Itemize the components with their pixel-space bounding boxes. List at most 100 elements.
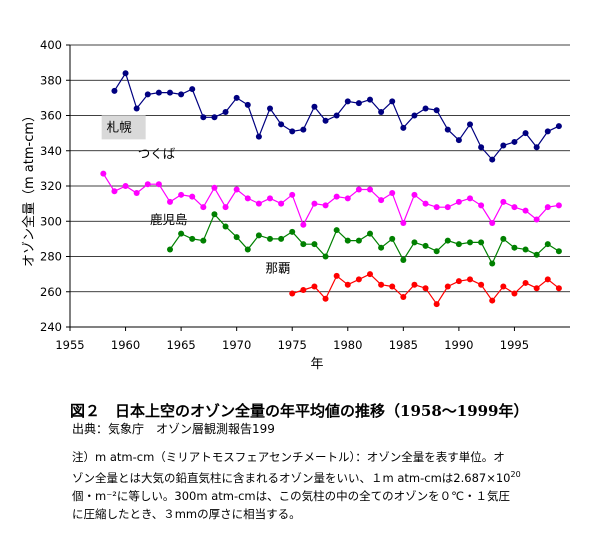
- data-point-1-1975: [289, 191, 296, 198]
- data-point-2-1968: [211, 211, 218, 218]
- data-point-0-1962: [144, 91, 151, 98]
- data-point-1-1995: [511, 204, 518, 211]
- y-tick-label-340: 340: [40, 144, 62, 158]
- data-point-2-1991: [467, 239, 473, 246]
- x-tick-labels: 1955 1960 1965 1970 1975 1980 1985 1990 1995: [55, 338, 529, 352]
- data-point-1-1994: [500, 198, 507, 205]
- data-point-0-1984: [389, 98, 396, 105]
- data-point-0-1998: [544, 128, 551, 135]
- data-point-1-1996: [522, 207, 529, 214]
- data-point-3-1991: [467, 276, 473, 283]
- data-point-1-1963: [155, 181, 162, 188]
- y-tick-label-260: 260: [40, 285, 62, 299]
- data-point-2-1969: [222, 223, 229, 230]
- x-tick-label-1965: 1965: [166, 338, 195, 352]
- data-point-2-1981: [355, 237, 362, 244]
- y-tick-label-380: 380: [40, 73, 62, 87]
- data-point-0-1975: [289, 128, 296, 135]
- data-point-3-1982: [367, 271, 373, 278]
- data-point-2-1964: [167, 246, 173, 253]
- data-point-2-1982: [367, 230, 373, 237]
- data-point-0-1969: [222, 108, 229, 115]
- x-tick-label-1980: 1980: [333, 338, 362, 352]
- data-point-1-1984: [389, 190, 396, 197]
- data-point-1-1989: [444, 204, 451, 211]
- x-tick-label-1955: 1955: [55, 338, 84, 352]
- data-point-2-1990: [455, 241, 462, 248]
- data-point-1-1991: [467, 195, 473, 202]
- data-point-0-1993: [489, 156, 496, 163]
- data-point-0-1976: [300, 126, 307, 133]
- data-point-0-1999: [555, 123, 562, 130]
- data-point-2-1977: [311, 241, 318, 248]
- data-point-3-1992: [478, 281, 485, 288]
- data-point-3-1988: [433, 301, 440, 308]
- data-point-0-1965: [178, 91, 185, 98]
- series-label-1: つくば: [138, 146, 176, 161]
- data-point-2-1980: [344, 237, 351, 244]
- x-axis-label: 年: [310, 357, 323, 372]
- data-point-0-1963: [155, 89, 162, 96]
- footnote-line-1: 注）m atm-cm（ミリアトモスフェアセンチメートル）：オゾン全量を表す単位。…: [72, 450, 505, 464]
- footnote-exponent: 20: [510, 470, 521, 479]
- y-tick-label-300: 300: [40, 214, 62, 228]
- data-point-1-1967: [200, 204, 207, 211]
- data-point-2-1974: [278, 235, 285, 242]
- data-point-0-1961: [133, 105, 140, 112]
- data-point-3-1986: [411, 281, 418, 288]
- data-point-2-1996: [522, 246, 529, 253]
- figure-caption-title: 図２ 日本上空のオゾン全量の年平均値の推移（1958〜1999年）: [70, 402, 529, 420]
- data-point-2-1999: [555, 248, 562, 255]
- footnote-line-2: ゾン全量とは大気の鉛直気柱に含まれるオゾン量をいい、１m atm-cmは2.68…: [72, 466, 602, 487]
- data-point-3-1984: [389, 283, 396, 290]
- data-point-1-1982: [367, 186, 373, 193]
- data-point-1-1958: [100, 170, 107, 177]
- data-point-3-1999: [555, 285, 562, 292]
- y-tick-label-320: 320: [40, 179, 62, 193]
- data-point-2-1994: [500, 235, 507, 242]
- data-point-0-1960: [122, 70, 129, 77]
- data-point-0-1991: [467, 121, 473, 128]
- data-point-0-1980: [344, 98, 351, 105]
- data-point-3-1998: [544, 276, 551, 283]
- data-point-1-1979: [333, 193, 340, 200]
- footnote-line-4: に圧縮したとき、３mmの厚さに相当する。: [72, 506, 301, 521]
- y-tick-label-280: 280: [40, 250, 62, 264]
- data-point-2-1971: [244, 246, 251, 253]
- data-point-2-1972: [255, 232, 262, 239]
- data-point-2-1988: [433, 248, 440, 255]
- data-point-3-1993: [489, 297, 496, 304]
- data-point-1-1988: [433, 204, 440, 211]
- data-point-1-1999: [555, 202, 562, 209]
- data-point-3-1985: [400, 294, 407, 301]
- data-point-0-1973: [267, 105, 273, 112]
- footnote-line-3: 個・m⁻²に等しい。300m atm-cmは、この気柱の中の全てのオゾンを０℃・…: [72, 488, 511, 503]
- data-point-0-1983: [378, 108, 385, 115]
- y-tick-labels: 240 260 280 300 320 340 360 380 400: [40, 38, 62, 334]
- data-point-1-1965: [178, 191, 185, 198]
- data-point-1-1980: [344, 195, 351, 202]
- data-point-2-1978: [322, 253, 329, 260]
- data-point-1-1970: [233, 186, 240, 193]
- data-point-2-1973: [267, 235, 273, 242]
- data-point-0-1971: [244, 101, 251, 108]
- footnote-line-2-text: ゾン全量とは大気の鉛直気柱に含まれるオゾン量をいい、１m atm-cmは2.68…: [72, 470, 511, 485]
- x-tick-label-1995: 1995: [500, 338, 529, 352]
- data-point-1-1973: [267, 195, 273, 202]
- data-point-2-1967: [200, 237, 207, 244]
- x-tick-label-1970: 1970: [222, 338, 251, 352]
- figure-caption-source: 出典：気象庁 オゾン層観測報告199: [72, 422, 275, 436]
- data-point-1-1985: [400, 220, 407, 227]
- series-label-0: 札幌: [107, 119, 133, 134]
- data-point-0-1977: [311, 103, 318, 110]
- data-point-3-1987: [422, 285, 429, 292]
- series-label-3: 那覇: [266, 260, 291, 275]
- data-point-1-1976: [300, 221, 307, 228]
- ozone-line-chart: 240 260 280 300 320 340 360 380 400 1955 1960 1965…: [21, 38, 570, 372]
- y-tick-label-360: 360: [40, 109, 62, 123]
- data-point-1-1972: [255, 200, 262, 207]
- data-point-0-1970: [233, 94, 240, 101]
- data-point-1-1983: [378, 197, 385, 204]
- data-point-0-1995: [511, 138, 518, 145]
